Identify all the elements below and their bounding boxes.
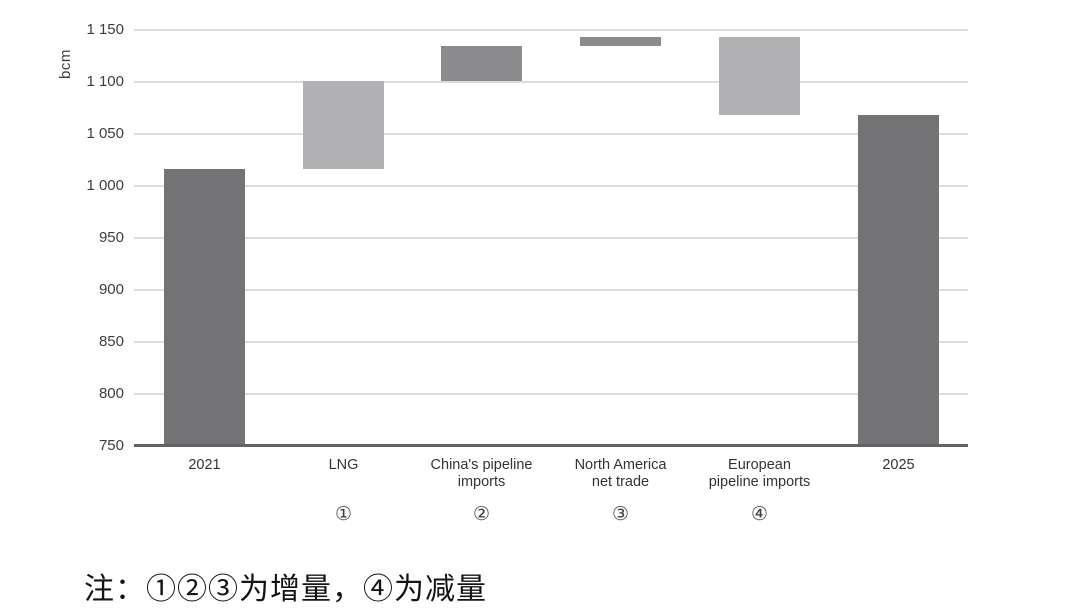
y-tick-label: 750 xyxy=(98,437,124,454)
waterfall-bar xyxy=(164,169,245,446)
gridline xyxy=(134,185,968,187)
y-tick-label: 850 xyxy=(98,333,124,350)
y-tick-label: 800 xyxy=(98,385,124,402)
waterfall-bar xyxy=(858,115,939,446)
waterfall-bar xyxy=(719,37,800,116)
x-category-label: 2025 xyxy=(882,457,915,473)
category-marker: ④ xyxy=(750,504,769,525)
waterfall-bar xyxy=(580,37,661,46)
gridline xyxy=(134,81,968,83)
category-marker: ① xyxy=(334,504,353,525)
gridline xyxy=(134,237,968,239)
gridline xyxy=(134,133,968,135)
x-category-label: 2021 xyxy=(188,457,221,473)
x-category-label: LNG xyxy=(328,457,359,473)
x-axis-line xyxy=(134,444,968,447)
gridline xyxy=(134,341,968,343)
y-tick-label: 1 000 xyxy=(86,177,124,194)
gridline xyxy=(134,29,968,31)
category-marker: ③ xyxy=(611,504,630,525)
footnote: 注：①②③为增量，④为减量 xyxy=(84,573,487,606)
waterfall-bar xyxy=(441,45,522,81)
category-marker: ② xyxy=(472,504,491,525)
gridline xyxy=(134,393,968,395)
y-tick-label: 1 050 xyxy=(86,125,124,142)
x-category-label: North America net trade xyxy=(574,457,667,490)
y-tick-label: 900 xyxy=(98,281,124,298)
gridline xyxy=(134,289,968,291)
waterfall-bar xyxy=(303,80,384,170)
x-category-label: China's pipeline imports xyxy=(430,457,533,490)
y-tick-label: 950 xyxy=(98,229,124,246)
y-tick-label: 1 100 xyxy=(86,73,124,90)
x-category-label: European pipeline imports xyxy=(708,457,811,490)
y-tick-label: 1 150 xyxy=(86,21,124,38)
plot-area: 750 800 850 900 950 1 000 1 050 1 100 1 150 2021 L… xyxy=(86,21,968,525)
